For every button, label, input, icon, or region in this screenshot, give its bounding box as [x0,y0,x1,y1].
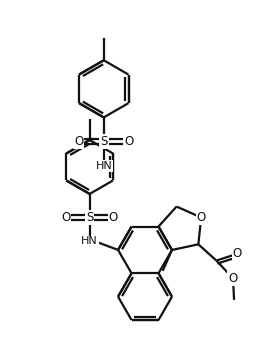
Text: HN: HN [81,236,98,246]
Text: O: O [61,211,70,224]
Text: S: S [100,135,108,148]
Text: HN: HN [95,161,112,171]
Text: O: O [196,211,206,224]
Text: O: O [74,135,83,148]
Text: S: S [86,211,93,224]
Text: O: O [228,272,238,285]
Text: O: O [124,135,134,148]
Text: O: O [109,211,118,224]
Text: O: O [233,247,242,260]
